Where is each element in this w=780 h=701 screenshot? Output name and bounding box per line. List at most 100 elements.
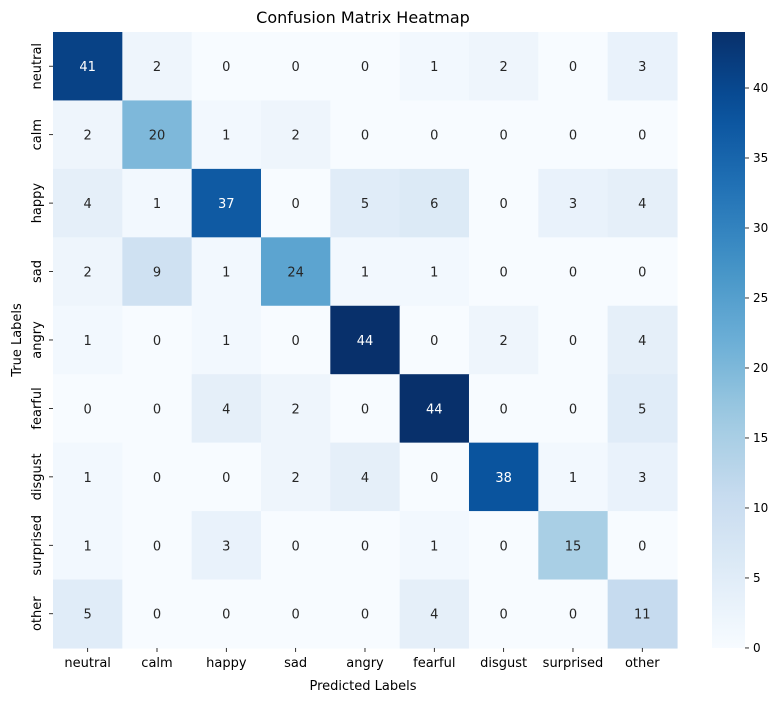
x-tick-label: surprised xyxy=(543,656,604,671)
cell-value-label: 0 xyxy=(569,60,577,75)
heatmap-cell xyxy=(191,579,262,649)
cell-value-label: 9 xyxy=(153,266,161,281)
heatmap-cell xyxy=(191,511,262,581)
heatmap-cell xyxy=(399,32,470,102)
heatmap-cell xyxy=(122,237,193,307)
cell-value-label: 0 xyxy=(569,266,577,281)
heatmap-cell xyxy=(399,168,470,238)
heatmap-cell xyxy=(53,442,123,512)
heatmap-cell xyxy=(468,579,539,649)
cell-value-label: 4 xyxy=(638,334,646,349)
y-tick-label: other xyxy=(30,596,45,631)
heatmap-cell xyxy=(53,237,123,307)
heatmap-cell xyxy=(538,579,609,649)
heatmap-cell xyxy=(260,579,331,649)
heatmap-cell xyxy=(399,579,470,649)
cell-value-label: 44 xyxy=(426,402,443,417)
cell-value-label: 0 xyxy=(500,539,508,554)
colorbar-tick-label: 25 xyxy=(753,291,768,305)
heatmap-cell xyxy=(607,579,678,649)
y-tick-label: angry xyxy=(30,321,45,359)
cell-value-label: 0 xyxy=(638,266,646,281)
heatmap-cells: 41 2 0 0 0 1 2 0 32 20 1 2 0 0 0 0 04 1 37 0 5 6 0 3 42 9 1 24 1 1 0 0 0… xyxy=(53,32,678,649)
heatmap-cell xyxy=(330,511,401,581)
heatmap-cell xyxy=(260,374,331,444)
cell-value-label: 1 xyxy=(153,197,161,212)
y-tick-label: calm xyxy=(30,119,45,150)
cell-value-label: 2 xyxy=(153,60,161,75)
heatmap-cell xyxy=(399,305,470,375)
cell-value-label: 11 xyxy=(634,608,651,623)
y-tick-label: disgust xyxy=(30,453,45,500)
x-tick-label: other xyxy=(625,656,660,671)
cell-value-label: 5 xyxy=(84,608,92,623)
heatmap-cell xyxy=(53,374,123,444)
cell-value-label: 2 xyxy=(84,266,92,281)
heatmap-cell xyxy=(607,305,678,375)
x-tick-label: calm xyxy=(141,656,172,671)
x-axis-label: Predicted Labels xyxy=(309,679,416,694)
colorbar-tick-label: 35 xyxy=(753,151,768,165)
cell-value-label: 0 xyxy=(292,539,300,554)
heatmap-cell xyxy=(468,100,539,170)
heatmap-cell xyxy=(260,511,331,581)
cell-value-label: 44 xyxy=(357,334,374,349)
cell-value-label: 1 xyxy=(84,471,92,486)
cell-value-label: 24 xyxy=(287,266,304,281)
cell-value-label: 2 xyxy=(292,402,300,417)
heatmap-cell xyxy=(122,305,193,375)
cell-value-label: 4 xyxy=(84,197,92,212)
heatmap-cell xyxy=(191,100,262,170)
heatmap-cell xyxy=(468,237,539,307)
y-tick-label: neutral xyxy=(30,43,45,90)
heatmap-cell xyxy=(122,100,193,170)
heatmap-cell xyxy=(53,168,123,238)
heatmap-cell xyxy=(122,511,193,581)
cell-value-label: 41 xyxy=(79,60,96,75)
heatmap-cell xyxy=(191,32,262,102)
cell-value-label: 0 xyxy=(84,402,92,417)
heatmap-cell xyxy=(607,237,678,307)
heatmap-cell xyxy=(607,374,678,444)
heatmap-cell xyxy=(399,511,470,581)
y-axis-label: True Labels xyxy=(10,303,25,378)
heatmap-cell xyxy=(330,305,401,375)
cell-value-label: 4 xyxy=(638,197,646,212)
heatmap-cell xyxy=(260,168,331,238)
y-tick-label: fearful xyxy=(30,387,45,429)
cell-value-label: 6 xyxy=(430,197,438,212)
x-tick-label: disgust xyxy=(480,656,527,671)
heatmap-cell xyxy=(468,32,539,102)
heatmap-cell xyxy=(538,305,609,375)
colorbar-tick-label: 30 xyxy=(753,221,768,235)
heatmap-cell xyxy=(330,442,401,512)
cell-value-label: 0 xyxy=(153,539,161,554)
cell-value-label: 0 xyxy=(500,197,508,212)
cell-value-label: 2 xyxy=(500,60,508,75)
cell-value-label: 0 xyxy=(292,334,300,349)
cell-value-label: 0 xyxy=(222,60,230,75)
cell-value-label: 0 xyxy=(292,197,300,212)
x-tick-label: happy xyxy=(206,656,247,671)
heatmap-cell xyxy=(468,168,539,238)
colorbar-tick-label: 20 xyxy=(753,361,768,375)
heatmap-cell xyxy=(260,305,331,375)
colorbar-tick-label: 10 xyxy=(753,501,768,515)
heatmap-cell xyxy=(399,100,470,170)
cell-value-label: 2 xyxy=(84,129,92,144)
cell-value-label: 0 xyxy=(292,608,300,623)
colorbar-tick-label: 40 xyxy=(753,81,768,95)
cell-value-label: 4 xyxy=(430,608,438,623)
x-tick-label: angry xyxy=(346,656,384,671)
cell-value-label: 0 xyxy=(569,608,577,623)
cell-value-label: 1 xyxy=(84,539,92,554)
cell-value-label: 38 xyxy=(495,471,512,486)
cell-value-label: 0 xyxy=(361,539,369,554)
cell-value-label: 0 xyxy=(361,402,369,417)
colorbar-tick-label: 15 xyxy=(753,431,768,445)
colorbar-tick-label: 0 xyxy=(753,641,761,655)
cell-value-label: 1 xyxy=(222,334,230,349)
cell-value-label: 0 xyxy=(638,129,646,144)
cell-value-label: 1 xyxy=(430,60,438,75)
